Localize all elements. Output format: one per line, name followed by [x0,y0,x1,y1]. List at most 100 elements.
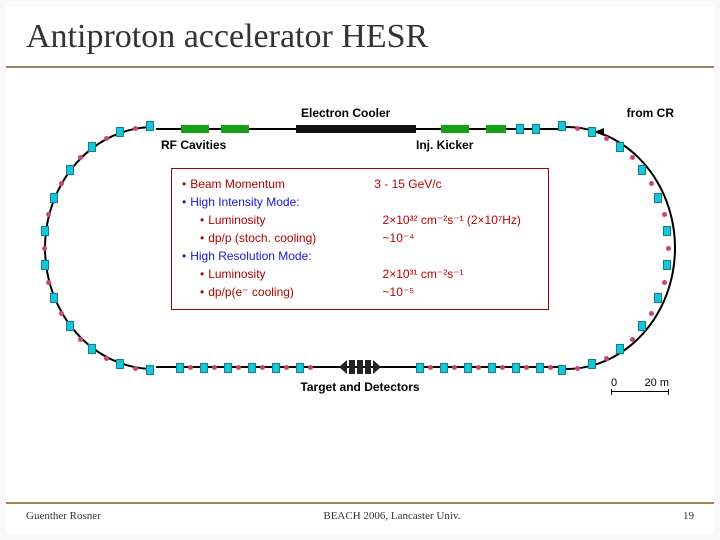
spec-row: Beam Momentum3 - 15 GeV/c [182,175,538,193]
dipole [524,365,529,370]
spec-row: dp/p(e⁻ cooling)~10⁻⁵ [182,283,538,301]
quad [532,124,540,134]
spec-label: dp/p (stoch. cooling) [200,229,383,247]
quad [588,127,596,137]
dipole [236,365,241,370]
dipole [630,155,635,160]
dipole [133,126,138,131]
spec-row: Luminosity2×10³² cm⁻²s⁻¹ (2×10⁷Hz) [182,211,538,229]
dipole [428,365,433,370]
dipole [500,365,505,370]
quad [116,359,124,369]
page-title: Antiproton accelerator HESR [26,18,694,56]
spec-box: Beam Momentum3 - 15 GeV/cHigh Intensity … [171,168,549,310]
dipole [604,356,609,361]
dipole [59,311,64,316]
quad [638,165,646,175]
spec-label: Luminosity [200,265,383,283]
quad [488,363,496,373]
dipole [46,280,51,285]
dipole [548,365,553,370]
label-target: Target and Detectors [300,380,419,394]
quad [41,260,49,270]
dipole [284,365,289,370]
quad [88,142,96,152]
quad [512,363,520,373]
dipole [662,280,667,285]
quad [116,127,124,137]
quad [558,365,566,375]
quad [224,363,232,373]
quad [654,293,662,303]
footer-right: 19 [683,510,694,522]
hesr-diagram: Electron Cooler RF Cavities Inj. Kicker … [46,108,674,388]
spec-label: Beam Momentum [182,175,374,193]
quad [558,121,566,131]
quad [536,363,544,373]
dipole [42,246,47,251]
spec-row: High Resolution Mode: [182,247,538,265]
spec-label: Luminosity [200,211,383,229]
spec-value: 3 - 15 GeV/c [374,175,538,193]
dipole [452,365,457,370]
spec-label: High Intensity Mode: [182,193,374,211]
quad [41,226,49,236]
quad [616,344,624,354]
dipole [649,311,654,316]
quad [66,165,74,175]
quad [588,359,596,369]
quad [146,365,154,375]
dipole [666,246,671,251]
quad [440,363,448,373]
quad [616,142,624,152]
quad [200,363,208,373]
label-rf-cavities: RF Cavities [161,138,226,152]
spec-value: 2×10³¹ cm⁻²s⁻¹ [383,265,538,283]
dipole [308,365,313,370]
spec-label: dp/p(e⁻ cooling) [200,283,383,301]
label-from-cr: from CR [627,106,674,120]
spec-row: dp/p (stoch. cooling)~10⁻⁴ [182,229,538,247]
quad [663,260,671,270]
quad [248,363,256,373]
quad [416,363,424,373]
label-inj-kicker: Inj. Kicker [416,138,473,152]
dipole [212,365,217,370]
spec-value: 2×10³² cm⁻²s⁻¹ (2×10⁷Hz) [383,211,538,229]
rf-cavity [486,125,506,133]
target-assembly [339,358,381,376]
quad [66,321,74,331]
spec-row: High Intensity Mode: [182,193,538,211]
spec-value: ~10⁻⁵ [383,283,538,301]
dipole [104,356,109,361]
quad [88,344,96,354]
dipole [260,365,265,370]
scale-bar: 020 m [611,377,669,392]
spec-row: Luminosity2×10³¹ cm⁻²s⁻¹ [182,265,538,283]
rf-cavity [181,125,209,133]
dipole [133,366,138,371]
rf-cavity [441,125,469,133]
quad [50,193,58,203]
dipole [575,126,580,131]
label-electron-cooler: Electron Cooler [301,106,390,120]
quad [296,363,304,373]
quad [464,363,472,373]
quad [638,321,646,331]
dipole [188,365,193,370]
footer-center: BEACH 2006, Lancaster Univ. [323,510,460,522]
quad [654,193,662,203]
dipole [575,366,580,371]
rf-cavity [221,125,249,133]
footer-left: Guenther Rosner [26,510,101,522]
quad [272,363,280,373]
dipole [476,365,481,370]
dipole [630,337,635,342]
quad [663,226,671,236]
quad [146,121,154,131]
spec-value: ~10⁻⁴ [383,229,538,247]
spec-label: High Resolution Mode: [182,247,374,265]
quad [50,293,58,303]
electron-cooler-box [296,125,416,133]
footer: Guenther Rosner BEACH 2006, Lancaster Un… [6,502,714,522]
